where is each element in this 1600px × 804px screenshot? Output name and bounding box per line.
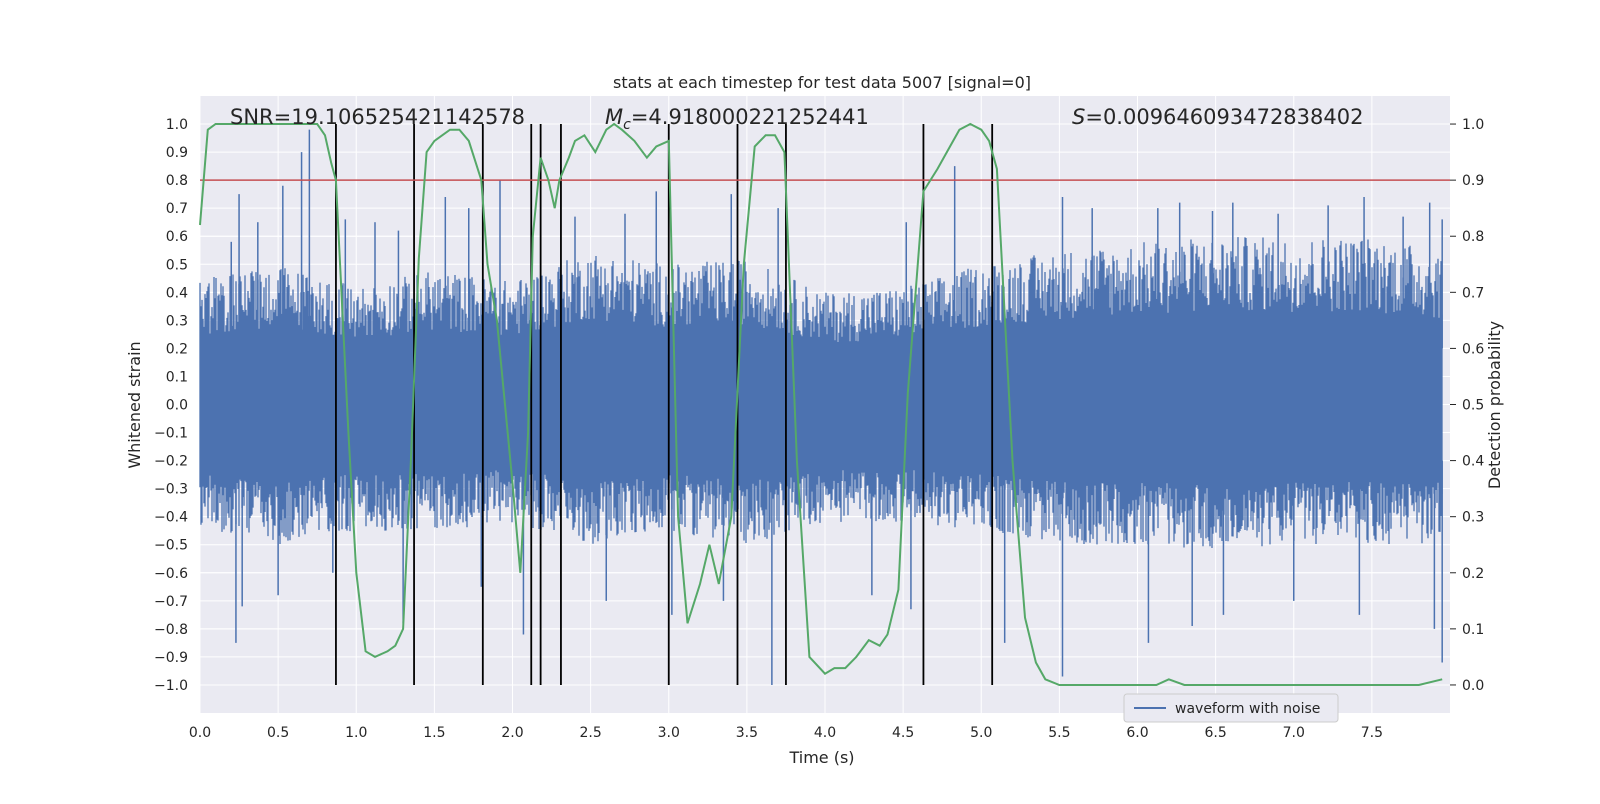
x-tick-label: 0.0 [189, 725, 211, 741]
y2-tick-label: 1.0 [1462, 117, 1484, 133]
y2-tick-label: 0.0 [1462, 678, 1484, 694]
x-tick-label: 7.5 [1361, 725, 1383, 741]
y-tick-label: 0.6 [166, 229, 188, 245]
chirp-mass-subscript: c [623, 117, 631, 133]
x-axis-label: Time (s) [788, 748, 854, 767]
x-tick-label: 4.5 [892, 725, 914, 741]
x-tick-label: 2.0 [501, 725, 523, 741]
y-tick-label: −0.2 [154, 454, 188, 470]
chirp-mass-value: =4.918000221252441 [631, 105, 869, 129]
x-tick-label: 1.5 [423, 725, 445, 741]
score-symbol: S [1072, 105, 1085, 129]
y-tick-label: −0.6 [154, 566, 188, 582]
x-tick-label: 3.0 [658, 725, 680, 741]
x-tick-label: 5.5 [1048, 725, 1070, 741]
y-tick-label: 0.2 [166, 341, 188, 357]
y-tick-label: 1.0 [166, 117, 188, 133]
y-tick-label: 0.3 [166, 313, 188, 329]
legend-label: waveform with noise [1175, 701, 1320, 717]
y2-tick-label: 0.4 [1462, 454, 1484, 470]
y2-tick-label: 0.8 [1462, 229, 1484, 245]
y-tick-label: −1.0 [154, 678, 188, 694]
y2-axis-label: Detection probability [1485, 321, 1504, 489]
axis-ticks: 1.0 0.9 0.8 0.7 0.6 0.5 0.4 0.3 0.2 0.1 0.0 −0.1 −0.… [154, 117, 1484, 741]
waveform-body [199, 237, 1443, 548]
y-tick-label: −0.4 [154, 510, 188, 526]
y2-tick-label: 0.6 [1462, 341, 1484, 357]
y-tick-label: 0.1 [166, 369, 188, 385]
y-tick-label: 0.0 [166, 398, 188, 414]
y-tick-label: −0.1 [154, 426, 188, 442]
y-tick-label: 0.4 [166, 285, 188, 301]
y-tick-label: 0.7 [166, 201, 188, 217]
y2-tick-label: 0.7 [1462, 285, 1484, 301]
x-tick-label: 7.0 [1283, 725, 1305, 741]
x-tick-label: 3.5 [736, 725, 758, 741]
y-tick-label: 0.8 [166, 173, 188, 189]
y2-tick-label: 0.5 [1462, 398, 1484, 414]
waveform-series [199, 129, 1443, 685]
y-tick-label: 0.9 [166, 145, 188, 161]
legend-box [1123, 693, 1339, 723]
y2-tick-label: 0.3 [1462, 510, 1484, 526]
y-tick-label: −0.8 [154, 622, 188, 638]
y2-tick-label: 0.9 [1462, 173, 1484, 189]
score-annotation: S=0.009646093472838402 [1072, 105, 1363, 129]
chart-title: stats at each timestep for test data 500… [613, 73, 1031, 92]
chirp-mass-symbol: M [605, 105, 623, 129]
y2-tick-label: 0.2 [1462, 566, 1484, 582]
x-tick-label: 2.5 [579, 725, 601, 741]
chirp-mass-annotation: Mc=4.918000221252441 [605, 105, 869, 133]
y-tick-label: 0.5 [166, 257, 188, 273]
x-tick-label: 6.5 [1204, 725, 1226, 741]
legend: waveform with noise [1123, 693, 1339, 723]
x-tick-label: 0.5 [267, 725, 289, 741]
y-axis-label: Whitened strain [125, 341, 144, 468]
score-value: =0.009646093472838402 [1085, 105, 1363, 129]
probability-line [199, 122, 1443, 686]
y2-tick-label: 0.1 [1462, 622, 1484, 638]
x-tick-label: 1.0 [345, 725, 367, 741]
y-tick-label: −0.3 [154, 482, 188, 498]
y-tick-label: −0.9 [154, 650, 188, 666]
snr-annotation: SNR=19.106525421142578 [230, 105, 525, 129]
x-tick-label: 4.0 [814, 725, 836, 741]
x-tick-label: 6.0 [1126, 725, 1148, 741]
y-tick-label: −0.5 [154, 538, 188, 554]
x-tick-label: 5.0 [970, 725, 992, 741]
y-tick-label: −0.7 [154, 594, 188, 610]
